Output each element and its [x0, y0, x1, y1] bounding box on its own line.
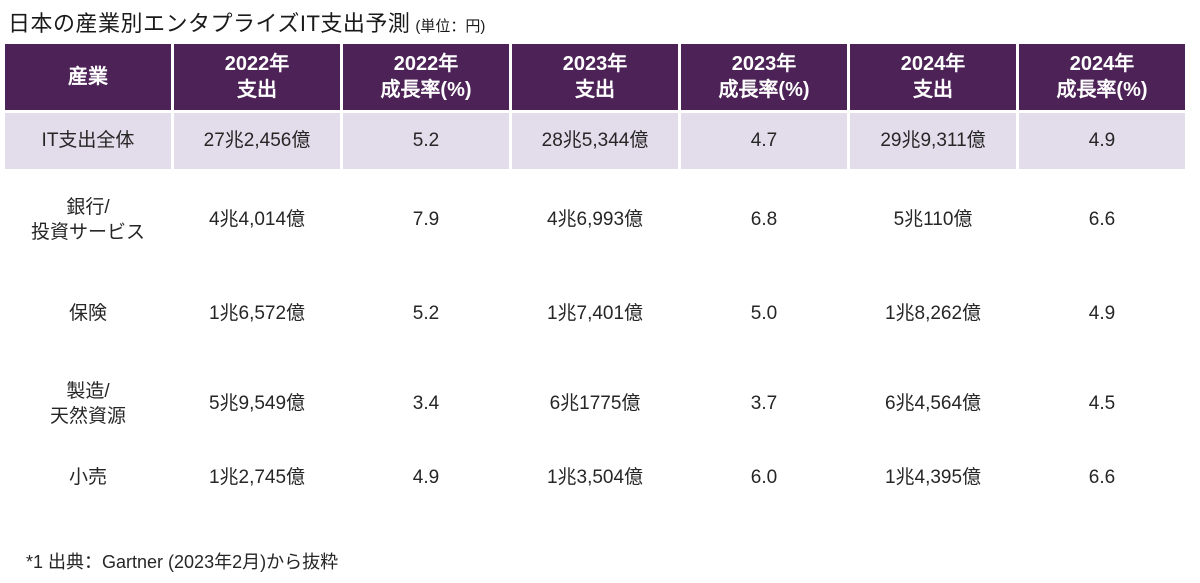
column-header-5: 2024年 支出 [850, 44, 1016, 110]
column-header-6: 2024年 成長率(%) [1019, 44, 1185, 110]
row-header-cell: 製造/ 天然資源 [49, 380, 126, 427]
page-title: 日本の産業別エンタプライズIT支出予測 [8, 11, 411, 36]
data-cell: 5兆110億 [893, 209, 973, 231]
title-unit-note: (単位：円) [415, 18, 486, 35]
data-cell: 5.0 [750, 303, 778, 325]
data-cell: 6兆1775億 [549, 393, 641, 415]
table-row: 銀行/ 投資サービス 4兆4,014億 7.9 4兆6,993億 6.8 5兆110億 6.… [5, 172, 1185, 268]
data-cell: 4兆6,993億 [546, 209, 644, 231]
source-footnote: *1 出典：Gartner (2023年2月)から抜粋 [26, 552, 339, 572]
data-cell: 28兆5,344億 [512, 113, 678, 169]
table-row: IT支出全体 27兆2,456億 5.2 28兆5,344億 4.7 29兆9,311億 4… [5, 113, 1185, 169]
row-header-cell: 保険 [68, 303, 107, 325]
data-cell: 4.9 [1088, 303, 1116, 325]
data-cell: 4兆4,014億 [208, 209, 306, 231]
table-row: 保険 1兆6,572億 5.2 1兆7,401億 5.0 1兆8,262億 4.9 [5, 271, 1185, 357]
column-header-2: 2022年 成長率(%) [343, 44, 509, 110]
data-cell: 6.6 [1088, 209, 1116, 231]
data-cell: 4.5 [1088, 393, 1116, 415]
data-cell: 1兆8,262億 [884, 303, 982, 325]
data-cell: 4.7 [681, 113, 847, 169]
data-cell: 1兆4,395億 [884, 467, 982, 489]
data-cell: 5.2 [343, 113, 509, 169]
data-cell: 6.8 [750, 209, 778, 231]
row-header-cell: 銀行/ 投資サービス [30, 196, 145, 243]
data-cell: 4.9 [1019, 113, 1185, 169]
data-cell: 27兆2,456億 [174, 113, 340, 169]
table-row: 製造/ 天然資源 5兆9,549億 3.4 6兆1775億 3.7 6兆4,564億 4.5 [5, 360, 1185, 448]
data-cell: 1兆6,572億 [208, 303, 306, 325]
slide-title-block: 日本の産業別エンタプライズIT支出予測 (単位：円) [0, 0, 1200, 38]
data-cell: 3.4 [412, 393, 440, 415]
table-body: IT支出全体 27兆2,456億 5.2 28兆5,344億 4.7 29兆9,311億 4… [5, 113, 1185, 505]
column-header-4: 2023年 成長率(%) [681, 44, 847, 110]
data-cell: 5.2 [412, 303, 440, 325]
data-cell: 1兆7,401億 [546, 303, 644, 325]
data-cell: 6兆4,564億 [884, 393, 982, 415]
data-cell: 6.6 [1088, 467, 1116, 489]
column-header-3: 2023年 支出 [512, 44, 678, 110]
data-cell: 1兆3,504億 [546, 467, 644, 489]
column-header-1: 2022年 支出 [174, 44, 340, 110]
it-spending-forecast-table: 産業 2022年 支出 2022年 成長率(%) 2023年 支出 2023年 成長率(… [2, 41, 1188, 508]
data-cell: 7.9 [412, 209, 440, 231]
data-cell: 1兆2,745億 [208, 467, 306, 489]
header-row: 産業 2022年 支出 2022年 成長率(%) 2023年 支出 2023年 成長率(… [5, 44, 1185, 110]
table-row: 小売 1兆2,745億 4.9 1兆3,504億 6.0 1兆4,395億 6.6 [5, 451, 1185, 505]
row-header-cell: 小売 [68, 467, 107, 489]
data-cell: 29兆9,311億 [850, 113, 1016, 169]
data-cell: 5兆9,549億 [208, 393, 306, 415]
data-cell: 4.9 [412, 467, 440, 489]
data-cell: 3.7 [750, 393, 778, 415]
table-head: 産業 2022年 支出 2022年 成長率(%) 2023年 支出 2023年 成長率(… [5, 44, 1185, 110]
row-header-cell: IT支出全体 [5, 113, 171, 169]
data-cell: 6.0 [750, 467, 778, 489]
column-header-0: 産業 [5, 44, 171, 110]
